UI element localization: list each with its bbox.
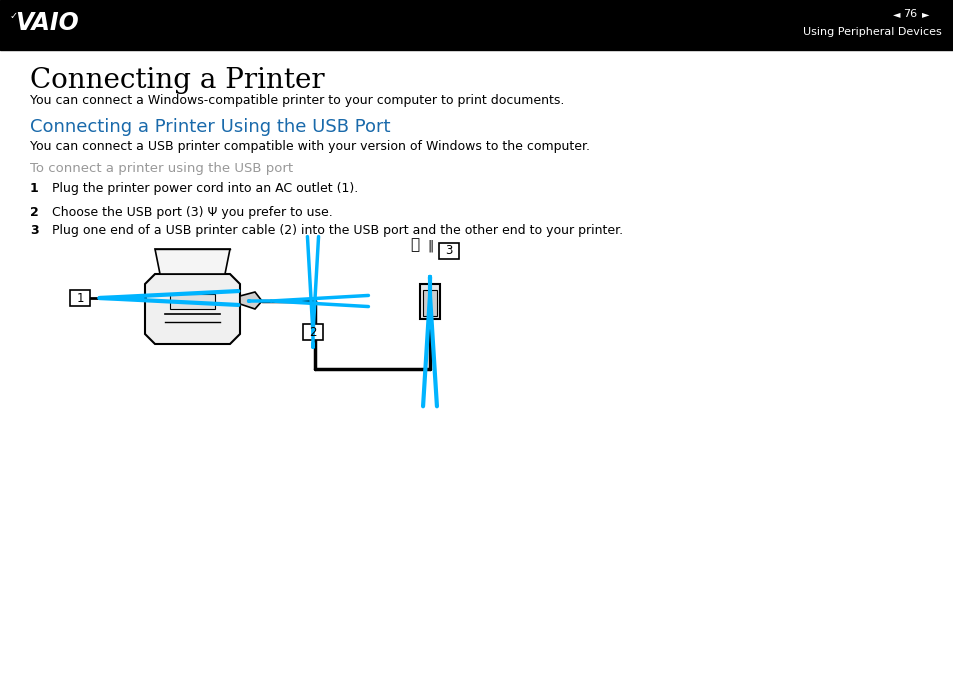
Text: Connecting a Printer: Connecting a Printer <box>30 67 324 94</box>
Text: ✓: ✓ <box>10 11 18 21</box>
Text: Using Peripheral Devices: Using Peripheral Devices <box>802 27 941 37</box>
Text: ⼗: ⼗ <box>410 237 419 252</box>
Text: ‖: ‖ <box>428 239 434 252</box>
Text: Plug one end of a USB printer cable (2) into the USB port and the other end to y: Plug one end of a USB printer cable (2) … <box>52 224 622 237</box>
Text: You can connect a Windows-compatible printer to your computer to print documents: You can connect a Windows-compatible pri… <box>30 94 564 107</box>
Polygon shape <box>154 249 230 274</box>
Polygon shape <box>240 292 262 309</box>
Text: Plug the printer power cord into an AC outlet (1).: Plug the printer power cord into an AC o… <box>52 182 358 195</box>
Bar <box>170 294 214 309</box>
Text: You can connect a USB printer compatible with your version of Windows to the com: You can connect a USB printer compatible… <box>30 140 589 153</box>
Bar <box>419 284 439 319</box>
Text: 1: 1 <box>76 291 84 305</box>
Bar <box>0 0 953 50</box>
Text: 1: 1 <box>30 182 39 195</box>
Polygon shape <box>145 274 240 344</box>
Text: ►: ► <box>921 9 928 19</box>
Text: Connecting a Printer Using the USB Port: Connecting a Printer Using the USB Port <box>30 118 390 136</box>
Bar <box>303 324 323 340</box>
Text: To connect a printer using the USB port: To connect a printer using the USB port <box>30 162 293 175</box>
Text: 2: 2 <box>30 206 39 219</box>
Text: ◄: ◄ <box>892 9 899 19</box>
Text: 2: 2 <box>309 326 316 338</box>
Text: 76: 76 <box>902 9 916 19</box>
Text: Choose the USB port (3) Ψ you prefer to use.: Choose the USB port (3) Ψ you prefer to … <box>52 206 333 219</box>
Text: 3: 3 <box>445 245 453 257</box>
Text: VAIO: VAIO <box>15 11 79 35</box>
Text: 3: 3 <box>30 224 38 237</box>
Bar <box>70 290 90 306</box>
Bar <box>438 243 458 259</box>
Bar <box>422 290 436 316</box>
